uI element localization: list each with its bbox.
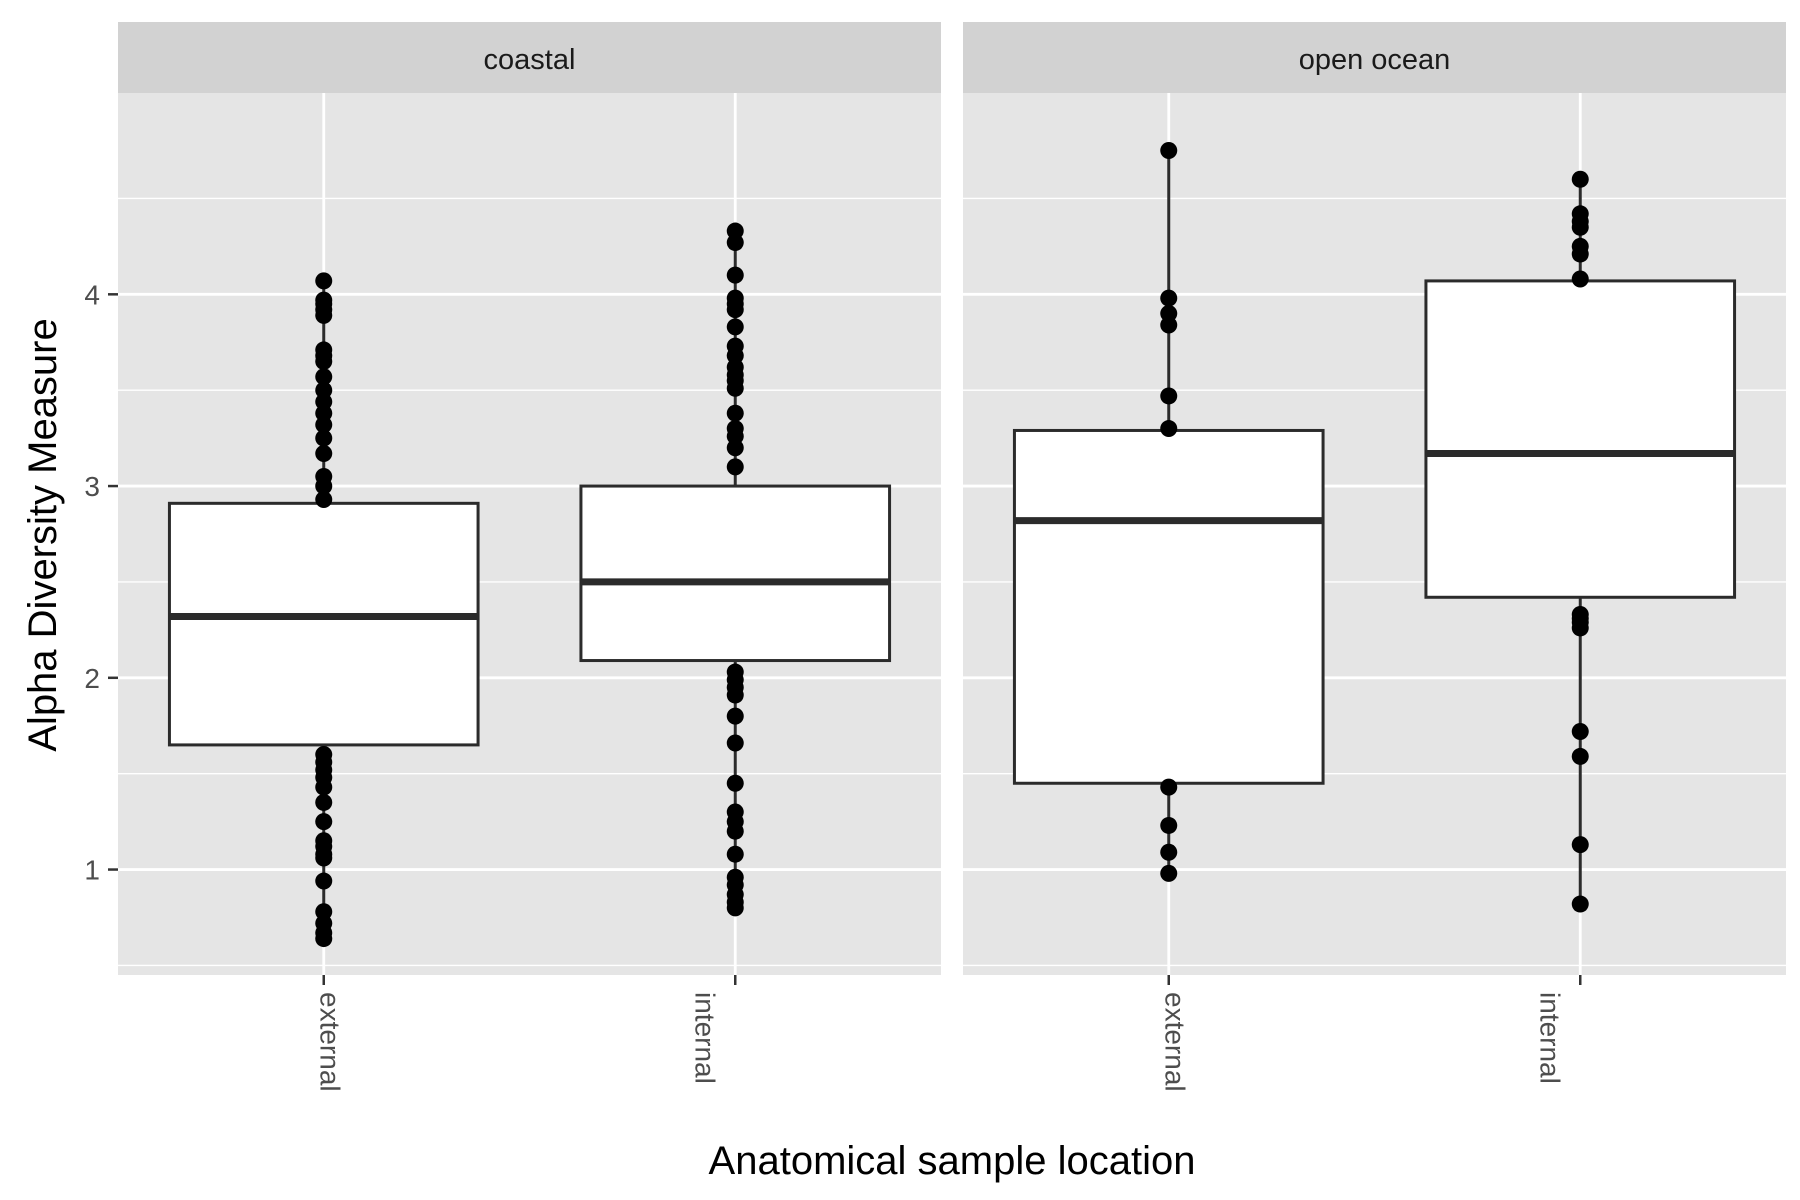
data-point: [315, 490, 333, 508]
data-point: [1571, 170, 1589, 188]
data-point: [315, 477, 333, 495]
data-point: [315, 930, 333, 948]
data-point: [1571, 218, 1589, 236]
data-point: [1571, 747, 1589, 765]
box: [1012, 428, 1325, 785]
x-tick-label: external: [1160, 992, 1191, 1092]
data-point: [726, 439, 744, 457]
data-point: [726, 774, 744, 792]
data-point: [726, 404, 744, 422]
data-point: [1160, 142, 1178, 160]
box: [1424, 279, 1737, 599]
data-point: [1160, 316, 1178, 334]
x-tick-label: external: [315, 992, 346, 1092]
strip-background: [118, 22, 941, 93]
y-tick-label: 3: [84, 471, 100, 502]
x-tick-label: internal: [690, 992, 721, 1084]
y-axis-title: Alpha Diversity Measure: [21, 318, 65, 752]
y-tick-label: 2: [84, 663, 100, 694]
panel-marks: [167, 222, 892, 948]
data-point: [1571, 245, 1589, 263]
data-point: [1160, 420, 1178, 438]
data-point: [315, 813, 333, 831]
box-group-external: [167, 272, 480, 948]
data-point: [726, 379, 744, 397]
data-point: [315, 429, 333, 447]
x-axis: external internal external internal: [315, 975, 1582, 1092]
data-point: [726, 845, 744, 863]
data-point: [1160, 778, 1178, 796]
panel-marks: [1012, 142, 1737, 913]
facet-panel-coastal: coastal: [118, 22, 941, 975]
y-tick-label: 4: [84, 279, 100, 310]
data-point: [726, 266, 744, 284]
data-point: [1160, 864, 1178, 882]
data-point: [315, 444, 333, 462]
data-point: [315, 778, 333, 796]
data-point: [1160, 816, 1178, 834]
facet-strip-label: open ocean: [1299, 44, 1451, 76]
data-point: [726, 686, 744, 704]
data-point: [315, 368, 333, 386]
strip-background: [963, 22, 1786, 93]
box: [579, 484, 892, 663]
data-point: [315, 793, 333, 811]
data-point: [726, 234, 744, 252]
x-tick-label: internal: [1535, 992, 1566, 1084]
data-point: [726, 458, 744, 476]
data-point: [1160, 387, 1178, 405]
box-group-internal: [1424, 170, 1737, 913]
data-point: [726, 734, 744, 752]
data-point: [726, 707, 744, 725]
data-point: [726, 301, 744, 319]
facet-panel-open-ocean: open ocean: [963, 22, 1786, 975]
data-point: [315, 872, 333, 890]
box-group-internal: [579, 222, 892, 917]
data-point: [315, 306, 333, 324]
y-axis: 1 2 3 4: [84, 279, 118, 886]
box: [167, 501, 480, 747]
x-axis-title: Anatomical sample location: [709, 1139, 1196, 1183]
data-point: [726, 899, 744, 917]
data-point: [726, 318, 744, 336]
data-point: [1571, 895, 1589, 913]
y-tick-label: 1: [84, 855, 100, 886]
box-group-external: [1012, 142, 1325, 882]
data-point: [315, 272, 333, 290]
data-point: [315, 416, 333, 434]
facet-strip-label: coastal: [484, 44, 576, 76]
data-point: [1571, 836, 1589, 854]
data-point: [1160, 843, 1178, 861]
data-point: [315, 849, 333, 867]
data-point: [726, 822, 744, 840]
data-point: [315, 352, 333, 370]
data-point: [1571, 619, 1589, 637]
data-point: [1160, 289, 1178, 307]
data-point: [1571, 270, 1589, 288]
data-point: [1571, 722, 1589, 740]
